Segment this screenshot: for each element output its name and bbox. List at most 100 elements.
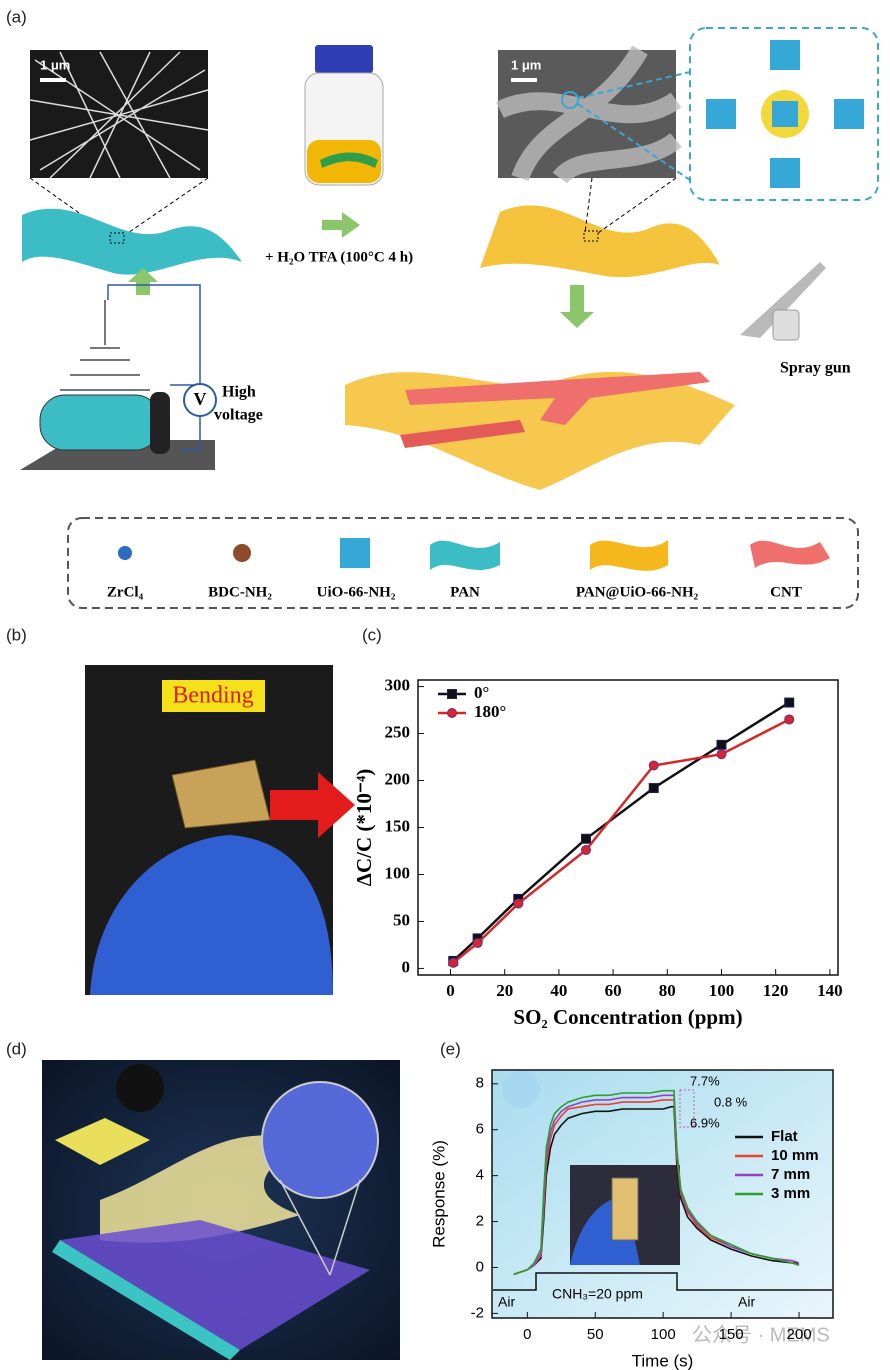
y-axis-label: ΔC/C (*10⁻⁴) [352, 769, 376, 886]
zr-cluster [770, 40, 800, 70]
uio-icon [340, 538, 370, 568]
marker [784, 697, 795, 708]
drum-end [150, 392, 170, 454]
y-axis-label: Response (%) [429, 1140, 448, 1248]
substrate [60, 1220, 370, 1350]
annotation: 6.9% [690, 1115, 720, 1130]
panel-label: (b) [6, 625, 27, 644]
voltage-label: High [222, 384, 256, 401]
pan-uio-icon [590, 540, 668, 571]
legend-label: 180° [474, 702, 506, 721]
sensor [611, 1177, 639, 1241]
dot [502, 1070, 540, 1108]
zoom-circle [261, 1081, 379, 1199]
drum [39, 394, 161, 451]
voltmeter-label: V [194, 389, 207, 409]
scale-label: 1 μm [40, 57, 70, 72]
y-tick-label: 200 [385, 769, 411, 788]
panel-label: (c) [362, 625, 382, 644]
phase-label: CNH₃=20 ppm [552, 1286, 643, 1302]
x-tick-label: 150 [719, 1326, 744, 1343]
spin-stage [55, 1118, 150, 1165]
glove [90, 835, 333, 995]
substrate-edge [52, 1240, 240, 1360]
zoom-line [29, 177, 209, 236]
y-tick-label: -2 [471, 1304, 484, 1321]
cnt-electrode [400, 420, 525, 448]
series-line [513, 1089, 800, 1276]
cnt-icon [750, 540, 830, 568]
legend-label: Flat [771, 1128, 798, 1145]
legend-label: PAN@UiO-66-NH₂ [576, 584, 699, 600]
marker [447, 689, 457, 699]
annotation: 0.8 % [714, 1094, 748, 1109]
x-tick-label: 200 [787, 1326, 812, 1343]
pan-membrane [22, 208, 242, 275]
phase-label: Air [498, 1294, 515, 1310]
legend-label: CNT [770, 584, 802, 600]
gas-timeline [493, 1272, 832, 1291]
arrow-up [128, 268, 158, 295]
zr-cluster [706, 99, 736, 129]
scale-bar [40, 78, 66, 82]
marker [716, 749, 727, 760]
marker [784, 714, 795, 725]
y-tick-label: 300 [385, 675, 411, 694]
x-axis-label: Time (s) [632, 1351, 694, 1370]
y-tick-label: 50 [393, 910, 410, 929]
y-tick-label: 8 [476, 1075, 484, 1092]
bdc-icon [233, 544, 251, 562]
sem-image [30, 50, 208, 178]
x-tick-label: 60 [605, 981, 622, 1000]
spinneret [60, 300, 150, 391]
zr-cluster [770, 158, 800, 188]
marker [648, 760, 659, 771]
arrow-right [270, 772, 355, 838]
legend-label: 0° [474, 683, 489, 702]
voltage-label: voltage [214, 407, 263, 424]
marker [448, 957, 459, 968]
plot-frame [417, 679, 839, 976]
y-tick-label: 100 [385, 863, 411, 882]
dot [116, 1064, 164, 1112]
marker [648, 783, 659, 794]
panel-label: (d) [6, 1039, 27, 1058]
spray-label: Spray gun [780, 360, 851, 377]
zoom-line [577, 71, 691, 181]
legend-label: BDC-NH₂ [208, 584, 272, 600]
series-line [452, 718, 790, 964]
cnt-electrode [405, 372, 710, 425]
flexible-film [100, 1135, 300, 1243]
zr-cluster [834, 99, 864, 129]
scale-label: 1 μm [511, 57, 541, 72]
x-tick-label: 20 [496, 981, 513, 1000]
x-tick-label: 120 [763, 981, 789, 1000]
bottle-cap [315, 45, 373, 73]
coated-fibers [495, 45, 682, 185]
x-tick-label: 80 [659, 981, 676, 1000]
legend-label: 7 mm [771, 1166, 810, 1183]
spray-cup [772, 309, 800, 341]
legend-label: UiO-66-NH₂ [317, 584, 396, 600]
pan-icon [430, 540, 500, 570]
bending-label: Bending [172, 683, 253, 709]
marker [716, 739, 727, 750]
legend-label: ZrCl₄ [107, 584, 144, 600]
series-line [452, 701, 790, 962]
y-tick-label: 250 [385, 722, 411, 741]
y-tick-label: 4 [476, 1167, 484, 1184]
y-tick-label: 0 [476, 1258, 484, 1275]
y-tick-label: 6 [476, 1121, 484, 1138]
x-tick-label: 100 [709, 981, 735, 1000]
x-tick-label: 0 [523, 1326, 531, 1343]
zrcl4-icon [118, 546, 132, 560]
marker [581, 833, 591, 844]
zoom-line [279, 1179, 361, 1276]
x-axis-label: SO₂ Concentration (ppm) [513, 1005, 742, 1029]
marker [472, 938, 483, 949]
y-tick-label: 0 [402, 957, 411, 976]
x-tick-label: 50 [587, 1326, 604, 1343]
x-tick-label: 40 [550, 981, 567, 1000]
